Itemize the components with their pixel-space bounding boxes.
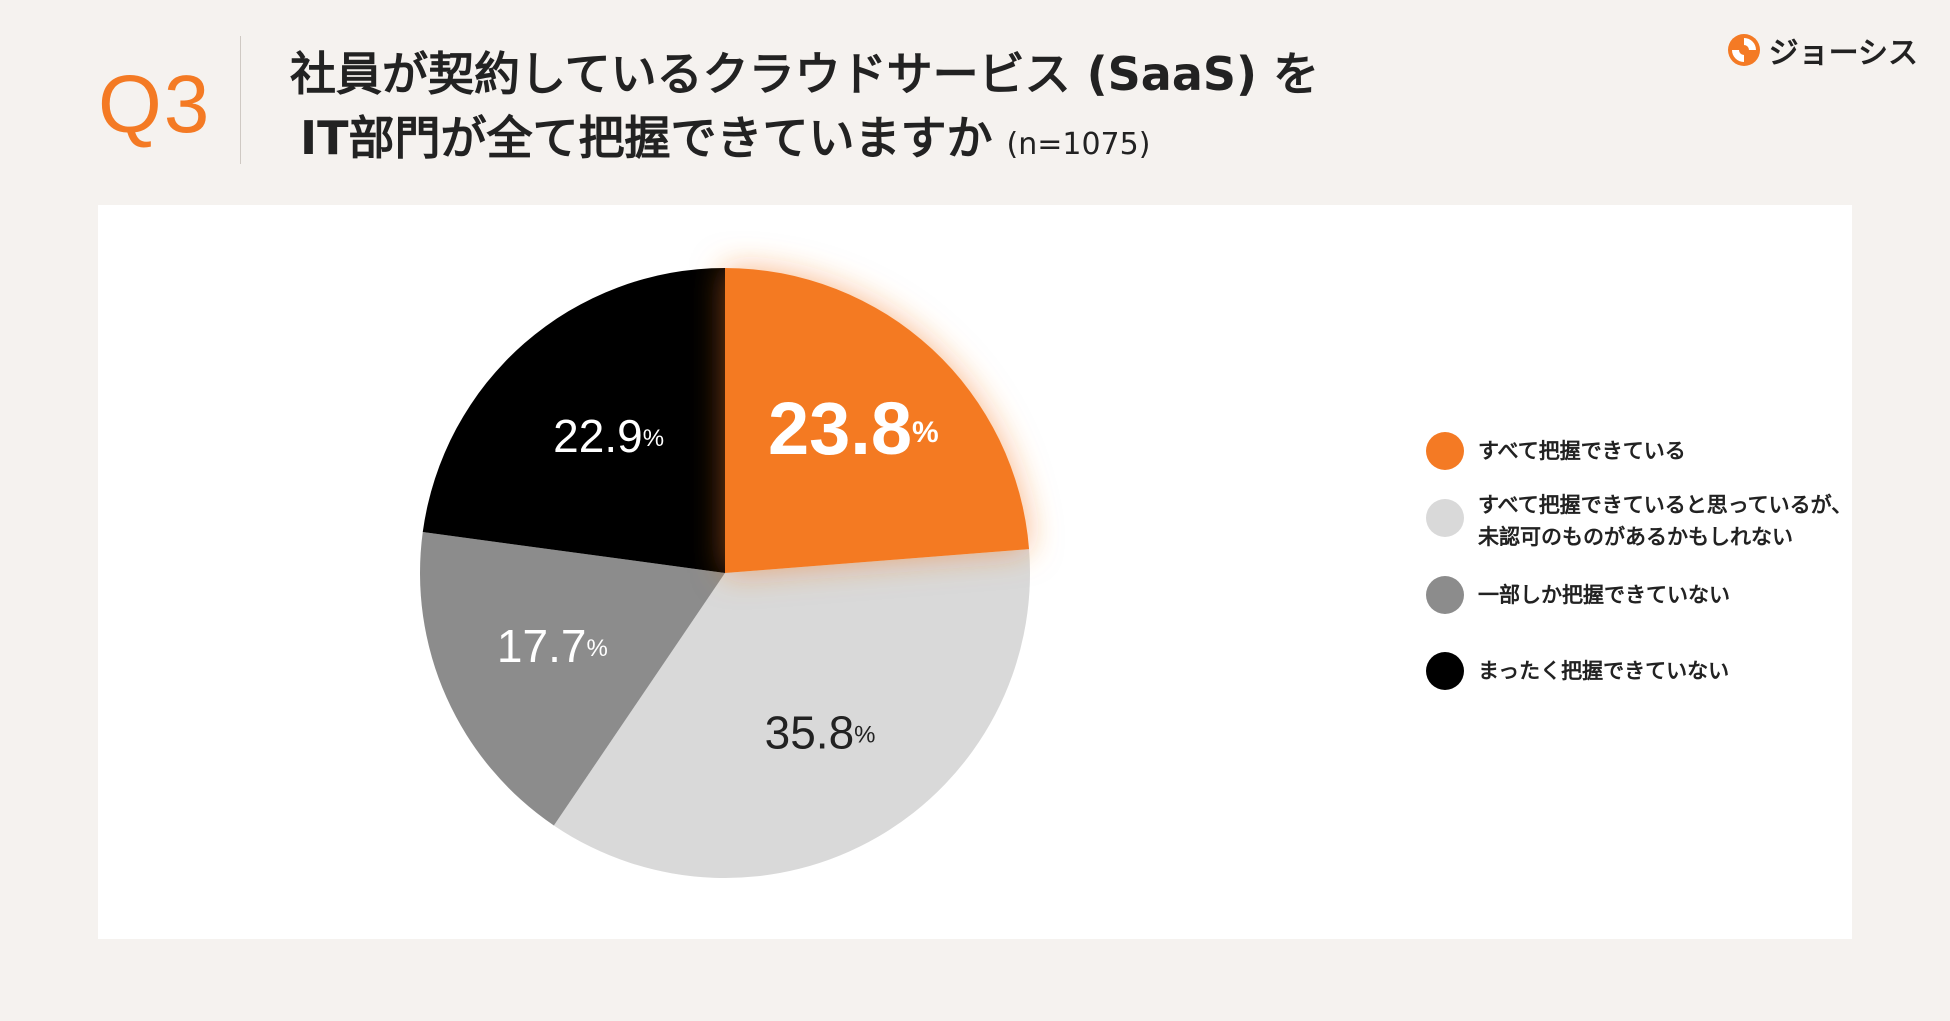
logo-text: ジョーシス	[1768, 36, 1918, 71]
legend-item-2: すべて把握できていると思っているが、 未認可のものがあるかもしれない	[1426, 489, 1852, 553]
sample-size: (n=1075)	[1006, 127, 1151, 162]
title-line-1: 社員が契約しているクラウドサービス (SaaS) を	[290, 47, 1320, 101]
page-title: 社員が契約しているクラウドサービス (SaaS) を IT部門が全て把握できてい…	[290, 42, 1319, 177]
legend-swatch-4	[1426, 652, 1464, 690]
pie-slice-1	[725, 268, 1030, 573]
slice-value-label-1: 23.8%	[768, 387, 939, 470]
legend-label-1: すべて把握できている	[1478, 439, 1686, 463]
pie-chart: 23.8% 35.8% 17.7% 22.9%	[420, 268, 1030, 879]
slice-value-label-4: 22.9%	[553, 410, 664, 462]
slice-value-label-2: 35.8%	[765, 707, 876, 759]
pie-slice-3	[420, 532, 725, 826]
legend-swatch-2	[1426, 499, 1464, 537]
legend-label-4: まったく把握できていない	[1478, 659, 1730, 683]
legend-item-1: すべて把握できている	[1426, 432, 1686, 470]
legend-label-3: 一部しか把握できていない	[1478, 583, 1730, 607]
legend-label-2: すべて把握できていると思っているが、 未認可のものがあるかもしれない	[1478, 493, 1853, 549]
title-line-2: IT部門が全て把握できていますか (n=1075)	[290, 106, 1319, 177]
question-number: Q3	[98, 59, 212, 150]
header-divider	[240, 36, 241, 164]
legend-swatch-1	[1426, 432, 1464, 470]
legend-item-4: まったく把握できていない	[1426, 652, 1730, 690]
joshys-logo-icon	[1727, 34, 1760, 66]
legend-item-3: 一部しか把握できていない	[1426, 576, 1730, 614]
brand-logo: ジョーシス	[1727, 30, 1918, 71]
slice-value-label-3: 17.7%	[497, 620, 608, 672]
pie-slice-2	[553, 549, 1030, 879]
chart-panel: 23.8% 35.8% 17.7% 22.9% すべて把握できているすべて把握できてい…	[98, 205, 1852, 939]
title-line-2-text: IT部門が全て把握できていますか	[300, 111, 993, 165]
pie-slice-4	[422, 268, 725, 573]
legend-swatch-3	[1426, 576, 1464, 614]
